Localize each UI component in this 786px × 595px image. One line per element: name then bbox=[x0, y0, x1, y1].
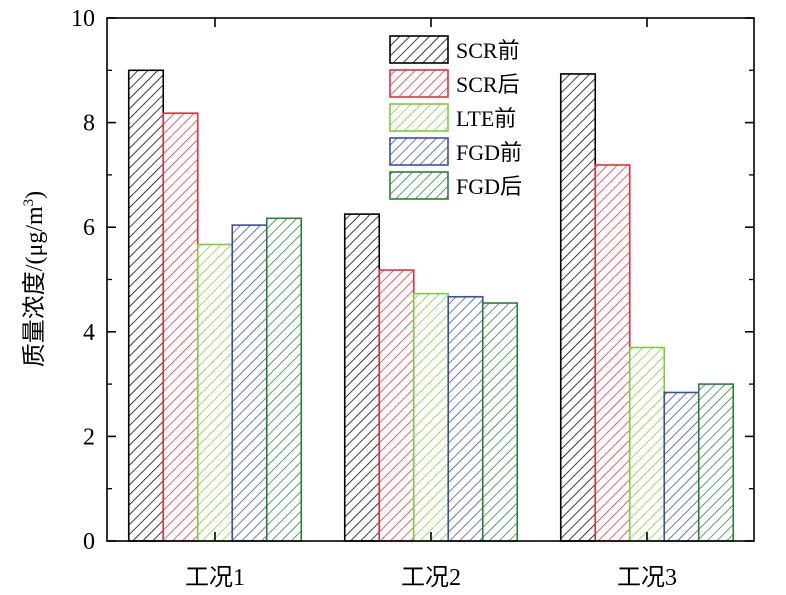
y-axis-label-tail: ) bbox=[22, 191, 48, 199]
bar-scr-1-cat3 bbox=[594, 164, 631, 542]
bar-scr-1-cat2 bbox=[378, 269, 415, 542]
legend-swatch-fgd-3 bbox=[389, 137, 449, 166]
bar-fgd-4-cat2 bbox=[481, 302, 519, 542]
y-tick-label: 8 bbox=[83, 111, 95, 137]
y-axis-label-superscript: 3 bbox=[21, 199, 37, 207]
x-axis: 工况1 工况2 工况3 bbox=[185, 18, 677, 591]
bar-scr-0-cat1 bbox=[127, 69, 165, 542]
bar-scr-0-cat2 bbox=[343, 213, 381, 542]
bar-lte-2-cat2 bbox=[412, 292, 450, 542]
y-axis-label: 质量浓度/(μg/m3) bbox=[21, 191, 48, 367]
legend-label-fgd-3: FGD前 bbox=[456, 140, 522, 165]
y-tick-label: 6 bbox=[83, 215, 95, 241]
legend-label-scr-0: SCR前 bbox=[456, 38, 520, 63]
legend: SCR前 SCR后 LTE前 FGD前 FGD后 bbox=[389, 35, 522, 200]
x-tick-label: 工况1 bbox=[185, 565, 245, 591]
legend-swatch-fgd-4 bbox=[389, 171, 449, 200]
legend-swatch-scr-1 bbox=[389, 69, 449, 98]
y-tick-label: 10 bbox=[71, 6, 95, 32]
y-tick-label: 4 bbox=[83, 320, 95, 346]
legend-label-scr-1: SCR后 bbox=[456, 72, 520, 97]
y-axis: 0 2 4 6 8 10 bbox=[71, 6, 754, 555]
y-tick-label: 0 bbox=[83, 529, 95, 555]
bars-group bbox=[127, 69, 735, 542]
bar-fgd-3-cat2 bbox=[447, 295, 484, 542]
bar-lte-2-cat3 bbox=[628, 346, 666, 542]
legend-label-fgd-4: FGD后 bbox=[456, 174, 522, 199]
legend-swatch-lte-2 bbox=[389, 103, 449, 132]
x-tick-label: 工况2 bbox=[401, 565, 461, 591]
bar-fgd-4-cat1 bbox=[265, 217, 303, 542]
legend-swatch-scr-0 bbox=[389, 35, 449, 64]
bar-scr-0-cat3 bbox=[559, 73, 597, 542]
bar-scr-1-cat1 bbox=[162, 112, 199, 542]
x-tick-label: 工况3 bbox=[617, 565, 677, 591]
y-tick-label: 2 bbox=[83, 424, 95, 450]
bar-fgd-3-cat1 bbox=[231, 224, 268, 542]
bar-fgd-3-cat3 bbox=[663, 391, 700, 542]
legend-label-lte-2: LTE前 bbox=[456, 106, 516, 131]
bar-lte-2-cat1 bbox=[196, 243, 234, 542]
bar-fgd-4-cat3 bbox=[697, 383, 735, 542]
